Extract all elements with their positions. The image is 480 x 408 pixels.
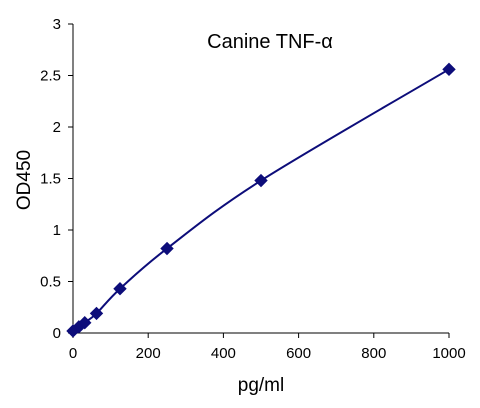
chart-title: Canine TNF-α [207,31,333,53]
tick-labels: 0 200 400 600 800 1000 0 0.5 1 1.5 2 2.5 3 [40,16,466,362]
x-tick-label: 0 [69,345,77,362]
y-tick-label: 1 [53,222,61,239]
data-point-marker [113,282,127,296]
curve-group [72,68,450,332]
data-point-marker [442,62,456,77]
data-point-marker [78,315,92,330]
data-point-marker [160,241,174,256]
x-tick-label: 200 [136,345,161,362]
data-points [66,62,456,338]
axes [68,23,450,338]
fit-curve [72,68,450,332]
x-tick-label: 800 [361,345,386,362]
y-tick-label: 2 [53,119,61,136]
x-tick-label: 600 [286,345,311,362]
y-tick-label: 0 [53,325,61,342]
y-tick-label: 3 [53,16,61,33]
data-point-marker [89,306,104,321]
x-tick-label: 1000 [432,345,465,362]
y-tick-label: 0.5 [40,274,61,291]
data-point-marker [254,173,268,188]
x-tick-label: 400 [211,345,236,362]
y-tick-label: 1.5 [40,171,61,188]
x-axis-title: pg/ml [238,375,284,396]
y-axis-title: OD450 [14,150,35,210]
y-tick-label: 2.5 [40,68,61,85]
